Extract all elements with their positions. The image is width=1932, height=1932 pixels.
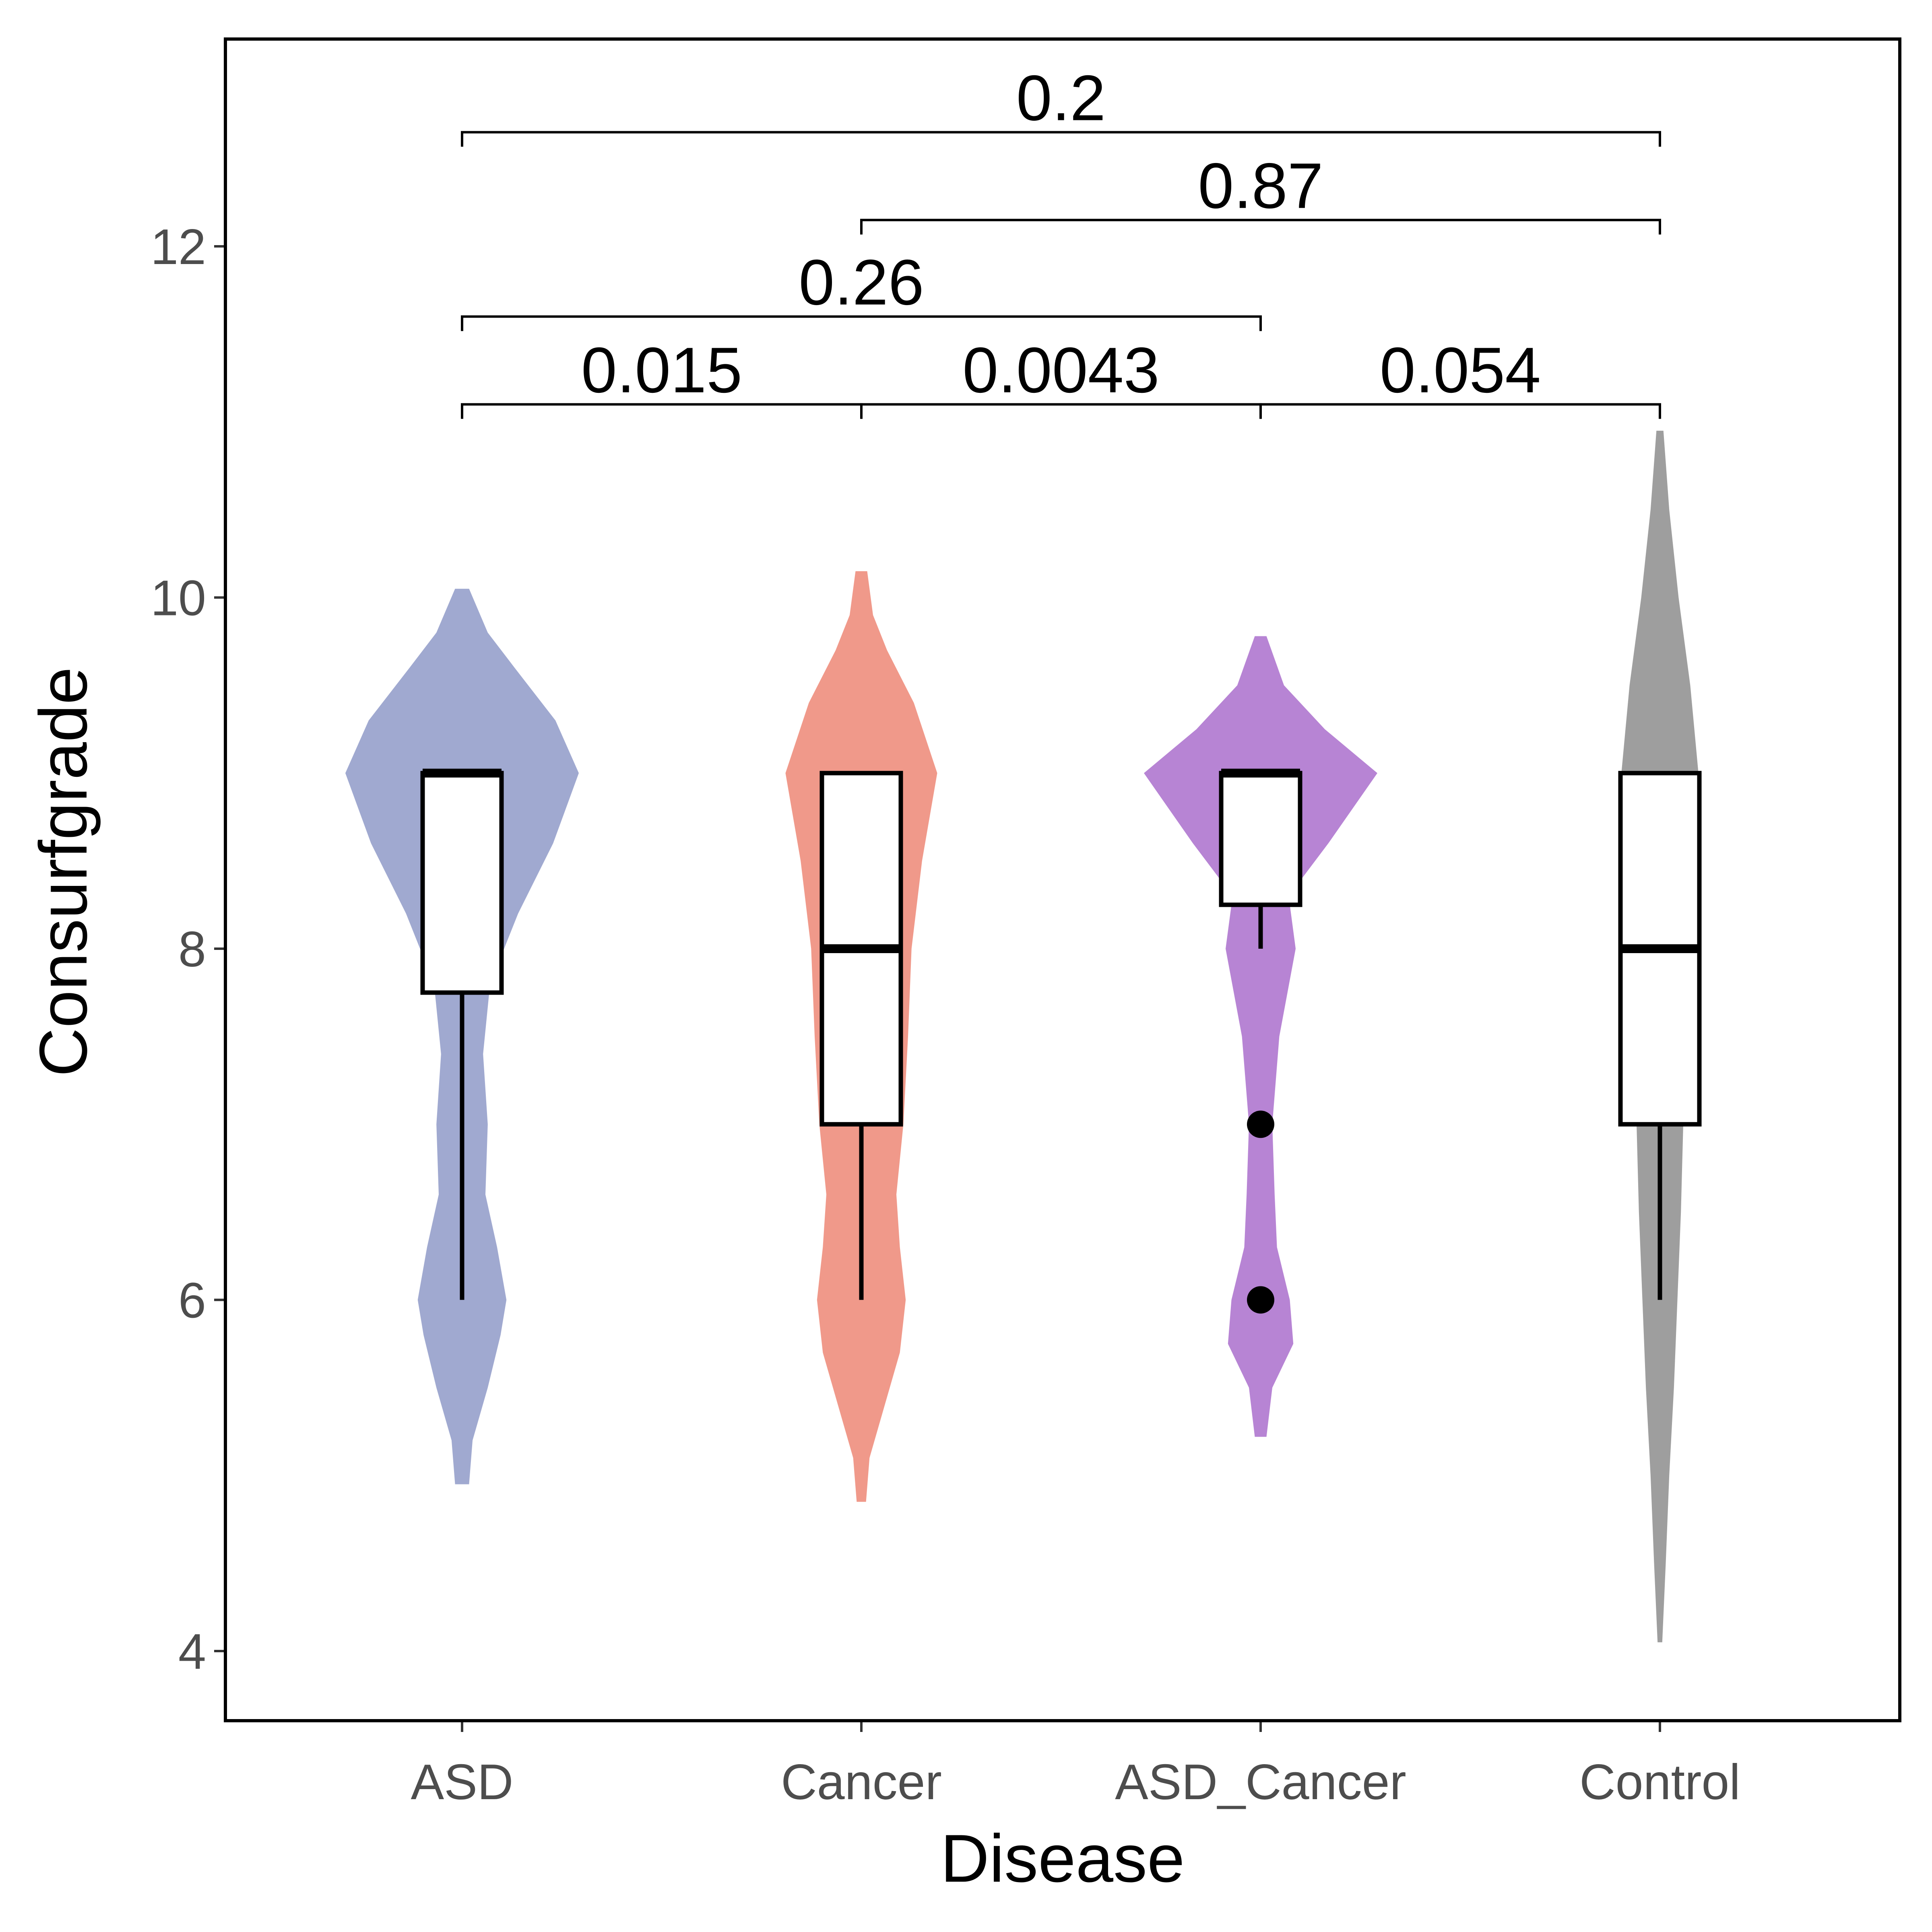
p-value-label: 0.0043 — [962, 334, 1159, 406]
outlier-asd-cancer — [1247, 1110, 1274, 1138]
bracket-2 — [1259, 403, 1661, 419]
violin-asd-cancer — [1144, 636, 1377, 1437]
x-tick-label: Cancer — [781, 1754, 942, 1810]
y-axis-title: Consurfgrade — [25, 667, 101, 1077]
box-asd — [420, 771, 504, 995]
bracket-1 — [860, 403, 1262, 419]
y-tick-label: 6 — [178, 1273, 206, 1329]
violins-layer — [345, 431, 1699, 1643]
x-tick-label: Control — [1579, 1754, 1740, 1810]
bracket-3 — [461, 315, 1262, 331]
axis-ticks-layer: 4 6 8 10 12 ASD Cancer ASD_Cancer Control — [151, 219, 1740, 1810]
boxplots-layer — [420, 768, 1702, 1314]
plot-panel-border — [224, 37, 1901, 1722]
outlier-asd-cancer — [1247, 1286, 1274, 1314]
p-value-label: 0.015 — [581, 334, 742, 406]
comparison-brackets-layer: 0.015 0.0043 0.054 0.26 0.87 0.2 — [461, 62, 1661, 419]
y-tick-label: 12 — [151, 219, 206, 275]
x-axis-title: Disease — [941, 1821, 1185, 1896]
p-value-label: 0.26 — [799, 246, 924, 318]
bracket-4 — [860, 219, 1661, 235]
p-value-label: 0.87 — [1198, 150, 1323, 222]
y-tick-label: 4 — [178, 1624, 206, 1680]
p-value-label: 0.054 — [1380, 334, 1541, 406]
bracket-0 — [461, 403, 863, 419]
p-value-label: 0.2 — [1016, 62, 1106, 134]
y-tick-label: 10 — [151, 571, 206, 626]
box-asd-cancer — [1219, 771, 1302, 907]
x-tick-label: ASD — [411, 1754, 514, 1810]
x-tick-label: ASD_Cancer — [1115, 1754, 1406, 1810]
y-tick-label: 8 — [178, 922, 206, 977]
bracket-5 — [461, 131, 1661, 147]
